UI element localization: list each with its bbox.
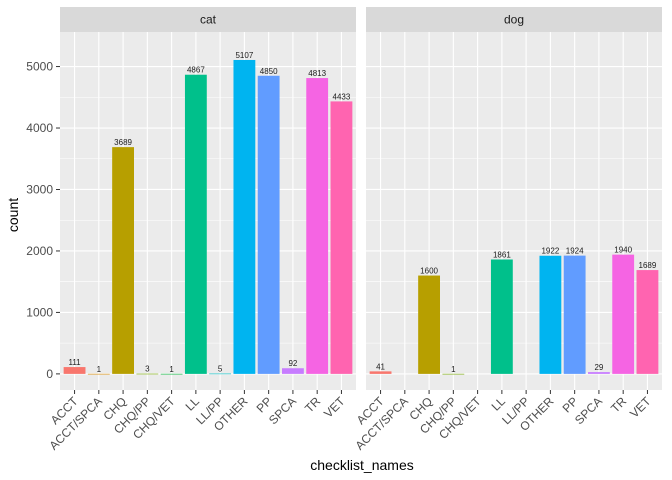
bar-dog-chq-pp [442,373,465,375]
data-label: 111 [68,358,81,367]
bar-cat-spca [282,368,304,374]
data-label: 4433 [333,92,351,101]
facet-strip-label: cat [200,13,217,27]
data-label: 5 [218,365,223,374]
bar-dog-acct [369,371,392,374]
data-label: 1 [169,365,174,374]
data-label: 1922 [541,247,559,256]
bar-dog-pp [563,255,586,374]
data-label: 1861 [493,250,511,259]
data-label: 4850 [260,67,278,76]
data-label: 1940 [614,246,632,255]
data-label: 1924 [566,247,584,256]
x-tick-label: SPCA [266,394,299,427]
y-tick-label: 1000 [26,305,53,319]
data-label: 5107 [235,51,253,60]
data-label: 1 [97,365,102,374]
bar-cat-tr [306,78,329,374]
x-tick-label: VET [321,394,348,421]
bar-dog-spca [588,372,610,374]
x-tick-label: VET [627,394,654,421]
data-label: 3 [145,365,150,374]
facet-strip [60,7,356,32]
y-tick-label: 0 [46,367,53,381]
bar-cat-chq-vet [160,373,183,375]
bar-cat-other [233,59,256,374]
x-tick-label: TR [302,394,323,415]
y-tick-label: 3000 [26,182,53,196]
data-label: 4867 [187,66,205,75]
x-tick-label: TR [608,394,629,415]
bar-dog-vet [636,270,659,374]
bar-dog-other [539,255,562,374]
bar-cat-vet [330,101,353,374]
data-label: 4813 [308,69,326,78]
bar-cat-pp [257,75,280,374]
data-label: 3689 [114,138,132,147]
x-tick-label: SPCA [572,394,605,427]
bar-cat-ll [184,74,207,374]
bar-cat-chq-pp [136,373,159,375]
x-axis-title: checklist_names [310,457,414,473]
data-label: 92 [288,359,297,368]
bar-dog-chq [418,275,440,374]
y-tick-label: 5000 [26,60,53,74]
bar-cat-chq [112,147,134,374]
data-label: 1689 [639,261,657,270]
data-label: 1600 [420,267,438,276]
y-tick-label: 4000 [26,121,53,135]
facet-strip-label: dog [504,13,524,27]
data-label: 41 [376,362,385,371]
data-label: 1 [451,365,456,374]
bar-cat-acct [63,367,86,374]
y-axis-title: count [5,198,21,232]
facet-strip [366,7,662,32]
bar-dog-ll [490,259,513,374]
bar-cat-ll-pp [209,373,232,375]
bar-cat-acct-spca [87,373,110,375]
y-tick-label: 2000 [26,244,53,258]
bar-dog-tr [612,254,635,374]
data-label: 29 [594,363,603,372]
